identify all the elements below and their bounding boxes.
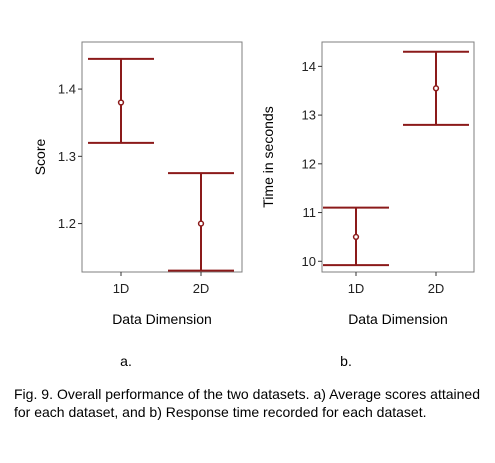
mean-point (432, 85, 440, 92)
y-tick-label: 13 (302, 108, 316, 123)
y-tick-label: 12 (302, 156, 316, 171)
y-axis-title: Score (32, 139, 48, 176)
x-tick-label: 2D (428, 281, 445, 296)
panel-label: b. (340, 353, 352, 369)
x-axis-title: Data Dimension (112, 311, 212, 327)
x-tick-label: 1D (113, 281, 130, 296)
y-tick-label: 1.4 (58, 82, 76, 97)
plot-frame (321, 41, 475, 273)
mean-point (197, 220, 205, 227)
x-tick-label: 1D (348, 281, 365, 296)
y-axis-title: Time in seconds (260, 106, 276, 207)
panel-label: a. (120, 353, 132, 369)
y-tick-label: 10 (302, 254, 316, 269)
y-tick-label: 1.2 (58, 216, 76, 231)
mean-point (352, 233, 360, 241)
mean-point (117, 99, 125, 106)
x-tick-label: 2D (193, 281, 210, 296)
y-tick-label: 11 (303, 205, 317, 220)
plot-frame (81, 41, 243, 273)
y-tick-label: 1.3 (58, 149, 76, 164)
x-axis-title: Data Dimension (348, 311, 448, 327)
figure-caption: Fig. 9. Overall performance of the two d… (14, 386, 480, 420)
panel-a: 1.2 1.3 1.4 1D 2D Data Dimension Score a. (32, 41, 243, 369)
panel-b: 10 11 12 13 14 1D 2D Data Dimension Time in seco… (260, 41, 475, 369)
y-tick-label: 14 (302, 59, 316, 74)
